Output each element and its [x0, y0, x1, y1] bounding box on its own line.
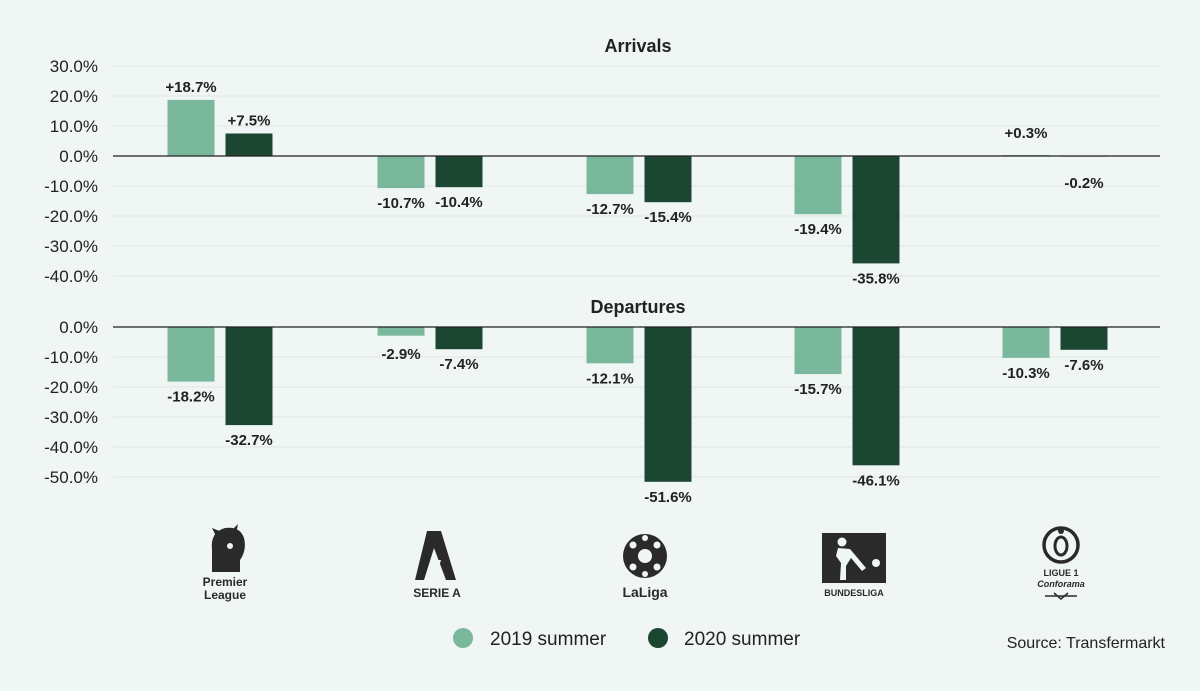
data-label: -35.8%: [852, 270, 900, 287]
y-tick-label: -30.0%: [44, 237, 98, 256]
panel-title-arrivals: Arrivals: [604, 36, 671, 56]
bar: [644, 156, 692, 203]
serie-a-emblem-icon: [415, 531, 456, 580]
data-label: -10.4%: [435, 194, 483, 211]
bar: [794, 156, 842, 215]
panel-title-departures: Departures: [590, 297, 685, 317]
y-tick-label: -40.0%: [44, 438, 98, 457]
ligue1-logo: LIGUE 1 Conforama: [1037, 526, 1085, 600]
data-label: -7.4%: [439, 356, 478, 373]
y-tick-label: -20.0%: [44, 207, 98, 226]
premier-league-logo: Premier League: [203, 524, 248, 602]
bar: [852, 327, 900, 466]
bundesliga-logo: BUNDESLIGA: [822, 533, 886, 598]
panel-arrivals: Arrivals 30.0% 20.0% 10.0% 0.0% -10.0% -20.0% -…: [44, 36, 1160, 287]
ligue1-logo-line2: Conforama: [1037, 579, 1085, 589]
bar: [435, 156, 483, 188]
data-label: -12.7%: [586, 201, 634, 218]
data-label: +7.5%: [228, 113, 271, 130]
data-label: -32.7%: [225, 432, 273, 449]
bar: [167, 99, 215, 156]
bar: [586, 156, 634, 195]
data-label: -0.2%: [1064, 175, 1103, 192]
premier-league-logo-line2: League: [204, 588, 246, 602]
bar: [1060, 327, 1108, 350]
bar: [852, 156, 900, 264]
bar: [644, 327, 692, 482]
y-tick-label: 0.0%: [59, 147, 98, 166]
bar: [586, 327, 634, 364]
legend: 2019 summer 2020 summer: [453, 628, 801, 650]
serie-a-logo: SERIE A: [413, 531, 461, 600]
y-tick-label: -40.0%: [44, 267, 98, 286]
data-label: +18.7%: [165, 79, 216, 96]
bar: [435, 327, 483, 350]
lion-icon: [211, 524, 245, 572]
bar: [167, 327, 215, 382]
legend-swatch-2019: [453, 628, 473, 648]
y-tick-label: 30.0%: [50, 57, 98, 76]
data-label: -15.7%: [794, 381, 842, 398]
legend-label-2020: 2020 summer: [684, 629, 801, 650]
bundesliga-player-icon: [822, 533, 886, 583]
y-tick-label: -10.0%: [44, 348, 98, 367]
y-tick-label: 20.0%: [50, 87, 98, 106]
data-label: -10.7%: [377, 195, 425, 212]
bar: [794, 327, 842, 375]
y-tick-label: -10.0%: [44, 177, 98, 196]
ligue1-emblem-icon: [1042, 526, 1080, 564]
data-label: -7.6%: [1064, 357, 1103, 374]
y-tick-label: 0.0%: [59, 318, 98, 337]
laliga-ball-icon: [623, 534, 667, 578]
legend-label-2019: 2019 summer: [490, 629, 607, 650]
data-label: -10.3%: [1002, 365, 1050, 382]
ligue1-ribbon-icon: [1045, 592, 1077, 600]
bar: [377, 156, 425, 189]
source-note: Source: Transfermarkt: [1007, 635, 1166, 652]
y-tick-label: -20.0%: [44, 378, 98, 397]
data-label: -46.1%: [852, 472, 900, 489]
bar: [377, 327, 425, 336]
laliga-logo: LaLiga: [622, 534, 668, 600]
y-tick-label: 10.0%: [50, 117, 98, 136]
premier-league-logo-line1: Premier: [203, 575, 248, 589]
y-tick-label: -50.0%: [44, 468, 98, 487]
data-label: -51.6%: [644, 489, 692, 506]
data-label: -2.9%: [381, 346, 420, 363]
serie-a-logo-text: SERIE A: [413, 586, 461, 600]
data-label: -15.4%: [644, 209, 692, 226]
bar: [225, 327, 273, 426]
data-label: -12.1%: [586, 370, 634, 387]
bar: [225, 133, 273, 156]
legend-swatch-2020: [648, 628, 668, 648]
bundesliga-logo-text: BUNDESLIGA: [824, 588, 884, 598]
y-tick-label: -30.0%: [44, 408, 98, 427]
ligue1-logo-line1: LIGUE 1: [1043, 568, 1078, 578]
panel-departures: Departures 0.0% -10.0% -20.0% -30.0% -40.0% -5…: [44, 297, 1160, 506]
data-label: +0.3%: [1005, 125, 1048, 142]
bar: [1002, 327, 1050, 358]
data-label: -19.4%: [794, 221, 842, 238]
data-label: -18.2%: [167, 389, 215, 406]
laliga-logo-text: LaLiga: [622, 584, 667, 600]
